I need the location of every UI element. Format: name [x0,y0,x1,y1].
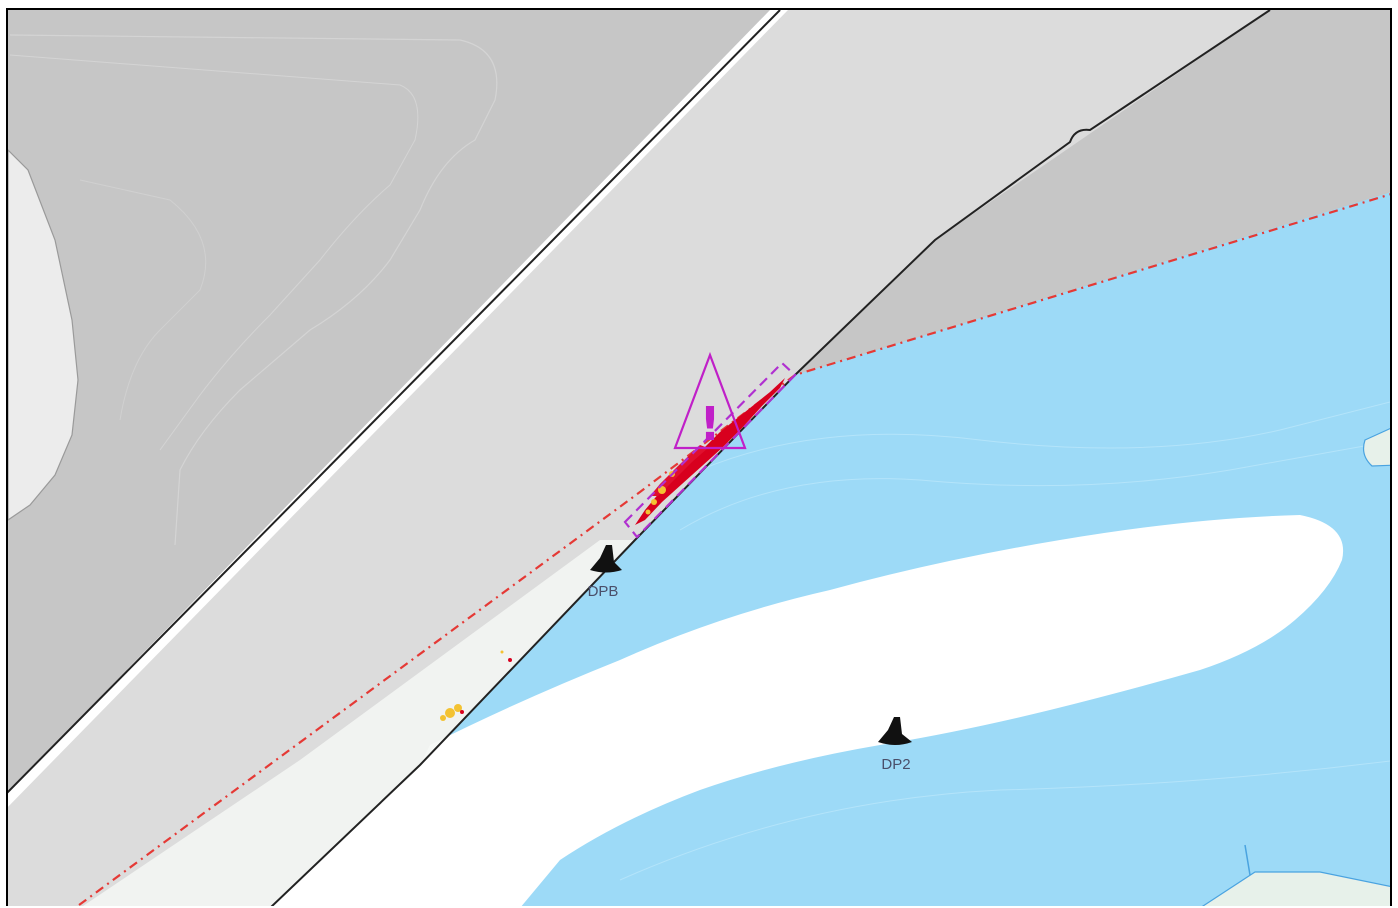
marker-label-dp2: DP2 [881,756,910,773]
marker-dpb[interactable]: DPB [588,545,622,600]
island [1201,871,1390,906]
shoreline [270,10,1271,906]
shallow-area [82,540,635,906]
sandbar-fragment [302,895,358,906]
depth-point-icon [590,545,622,573]
land-area-embankment [8,10,1270,906]
road-edge-strip [8,10,788,807]
warning-symbol: ! [700,397,721,451]
depth-contour [699,401,1390,471]
depth-contour [679,440,1390,531]
island [1362,427,1390,467]
depth-point-icon [878,717,912,745]
map-view[interactable]: ! DPB DP2 [6,8,1392,906]
map-canvas[interactable]: ! DPB DP2 [6,8,1392,906]
marker-dp2[interactable]: DP2 [878,717,912,773]
warning-triangle-icon[interactable]: ! [673,351,747,451]
road-edge-line [8,10,781,794]
contour-line [9,54,419,451]
channel-line [1244,844,1251,876]
contour-line [9,34,498,546]
depth-contour [619,760,1390,881]
marker-label-dpb: DPB [588,583,619,600]
warning-area[interactable] [623,361,797,539]
land-area-inlet [8,149,79,521]
boundary-line [75,193,1390,906]
contour-line [79,179,207,421]
sandbar [272,515,1344,906]
